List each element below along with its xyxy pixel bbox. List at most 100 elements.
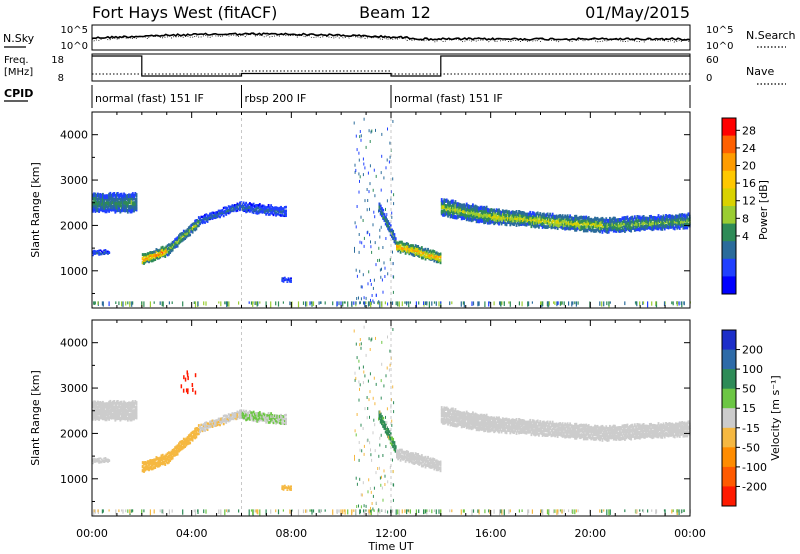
velocity-pixel: [126, 409, 129, 415]
velocity-pixel: [100, 413, 103, 418]
power-pixel: [630, 220, 633, 225]
power-pixel: [149, 257, 152, 261]
velocity-pixel: [282, 418, 285, 422]
velocity-pixel: [382, 498, 384, 502]
velocity-pixel: [403, 453, 406, 457]
velocity-pixel: [408, 460, 411, 464]
velocity-pixel: [584, 433, 586, 438]
power-pixel: [474, 204, 477, 209]
power-pixel: [561, 226, 564, 230]
power-pixel: [420, 248, 423, 252]
power-pixel: [227, 208, 230, 212]
power-pixel: [442, 200, 444, 205]
power-pixel: [493, 211, 496, 216]
power-pixel: [477, 218, 479, 224]
velocity-pixel: [262, 418, 265, 421]
power-pixel: [616, 223, 619, 227]
power-pixel: [672, 226, 675, 230]
velocity-pixel: [156, 461, 159, 465]
power-pixel: [496, 220, 499, 225]
velocity-pixel: [197, 427, 200, 431]
velocity-pixel: [491, 423, 494, 428]
power-pixel: [419, 247, 422, 251]
velocity-pixel: [494, 428, 497, 433]
power-pixel: [505, 222, 508, 227]
power-pixel: [582, 218, 585, 223]
velocity-pixel: [255, 414, 258, 418]
velocity-pixel: [631, 433, 634, 438]
velocity-pixel: [660, 434, 662, 439]
velocity-pixel: [539, 420, 542, 424]
power-pixel: [417, 246, 420, 250]
power-pixel: [590, 217, 593, 222]
power-pixel: [108, 192, 111, 198]
velocity-pixel: [616, 426, 619, 431]
velocity-pixel: [235, 417, 238, 421]
velocity-pixel: [686, 423, 689, 428]
velocity-pixel: [508, 418, 510, 422]
velocity-pixel: [636, 435, 639, 440]
power-pixel: [354, 221, 356, 225]
velocity-pixel: [619, 431, 621, 436]
velocity-pixel: [508, 421, 510, 426]
velocity-pixel: [239, 414, 241, 417]
power-pixel: [544, 225, 547, 229]
power-pixel: [670, 225, 672, 229]
velocity-pixel: [605, 425, 608, 430]
power-pixel: [387, 224, 390, 228]
power-pixel: [92, 208, 94, 213]
velocity-pixel: [675, 422, 677, 427]
velocity-pixel: [680, 421, 682, 426]
power-pixel: [359, 301, 361, 304]
power-pixel: [539, 215, 542, 219]
velocity-pixel: [676, 509, 678, 513]
power-pixel: [495, 208, 498, 213]
velocity-pixel: [374, 449, 376, 453]
power-pixel: [606, 218, 609, 223]
velocity-pixel: [611, 430, 614, 435]
power-pixel: [581, 225, 584, 230]
power-pixel: [258, 205, 261, 209]
power-pixel: [533, 214, 535, 219]
power-pixel: [484, 209, 487, 214]
power-pixel: [368, 301, 370, 306]
velocity-pixel: [194, 433, 197, 436]
velocity-pixel: [108, 509, 110, 512]
power-pixel: [287, 277, 290, 279]
power-pixel: [602, 226, 605, 231]
power-pixel: [281, 279, 284, 281]
power-pixel: [100, 193, 103, 199]
velocity-pixel: [523, 428, 525, 432]
velocity-pixel: [458, 421, 461, 426]
power-pixel: [271, 212, 274, 215]
velocity-pixel: [489, 416, 492, 421]
power-pixel: [267, 210, 270, 213]
velocity-pixel: [94, 509, 96, 514]
power-pixel: [655, 218, 657, 223]
power-pixel: [107, 200, 109, 206]
power-pixel: [141, 256, 144, 260]
power-pixel: [486, 213, 489, 218]
power-pixel: [489, 301, 491, 304]
velocity-pixel: [453, 412, 456, 417]
velocity-pixel: [143, 469, 145, 473]
velocity-pixel: [98, 416, 101, 421]
power-pixel: [229, 207, 231, 210]
velocity-pixel: [108, 404, 111, 410]
velocity-pixel: [409, 456, 412, 460]
power-pixel: [677, 214, 680, 219]
power-pixel: [370, 301, 372, 308]
velocity-pixel: [401, 456, 403, 460]
power-pixel: [429, 252, 432, 255]
velocity-pixel: [467, 418, 469, 423]
power-pixel: [394, 237, 397, 241]
velocity-pixel: [609, 424, 611, 429]
velocity-pixel: [114, 417, 117, 422]
velocity-pixel: [464, 415, 467, 420]
power-pixel: [561, 214, 564, 218]
velocity-pixel: [275, 422, 277, 425]
power-pixel: [99, 252, 102, 255]
power-pixel: [227, 212, 230, 215]
velocity-pixel: [605, 433, 608, 438]
power-pixel: [153, 250, 155, 254]
